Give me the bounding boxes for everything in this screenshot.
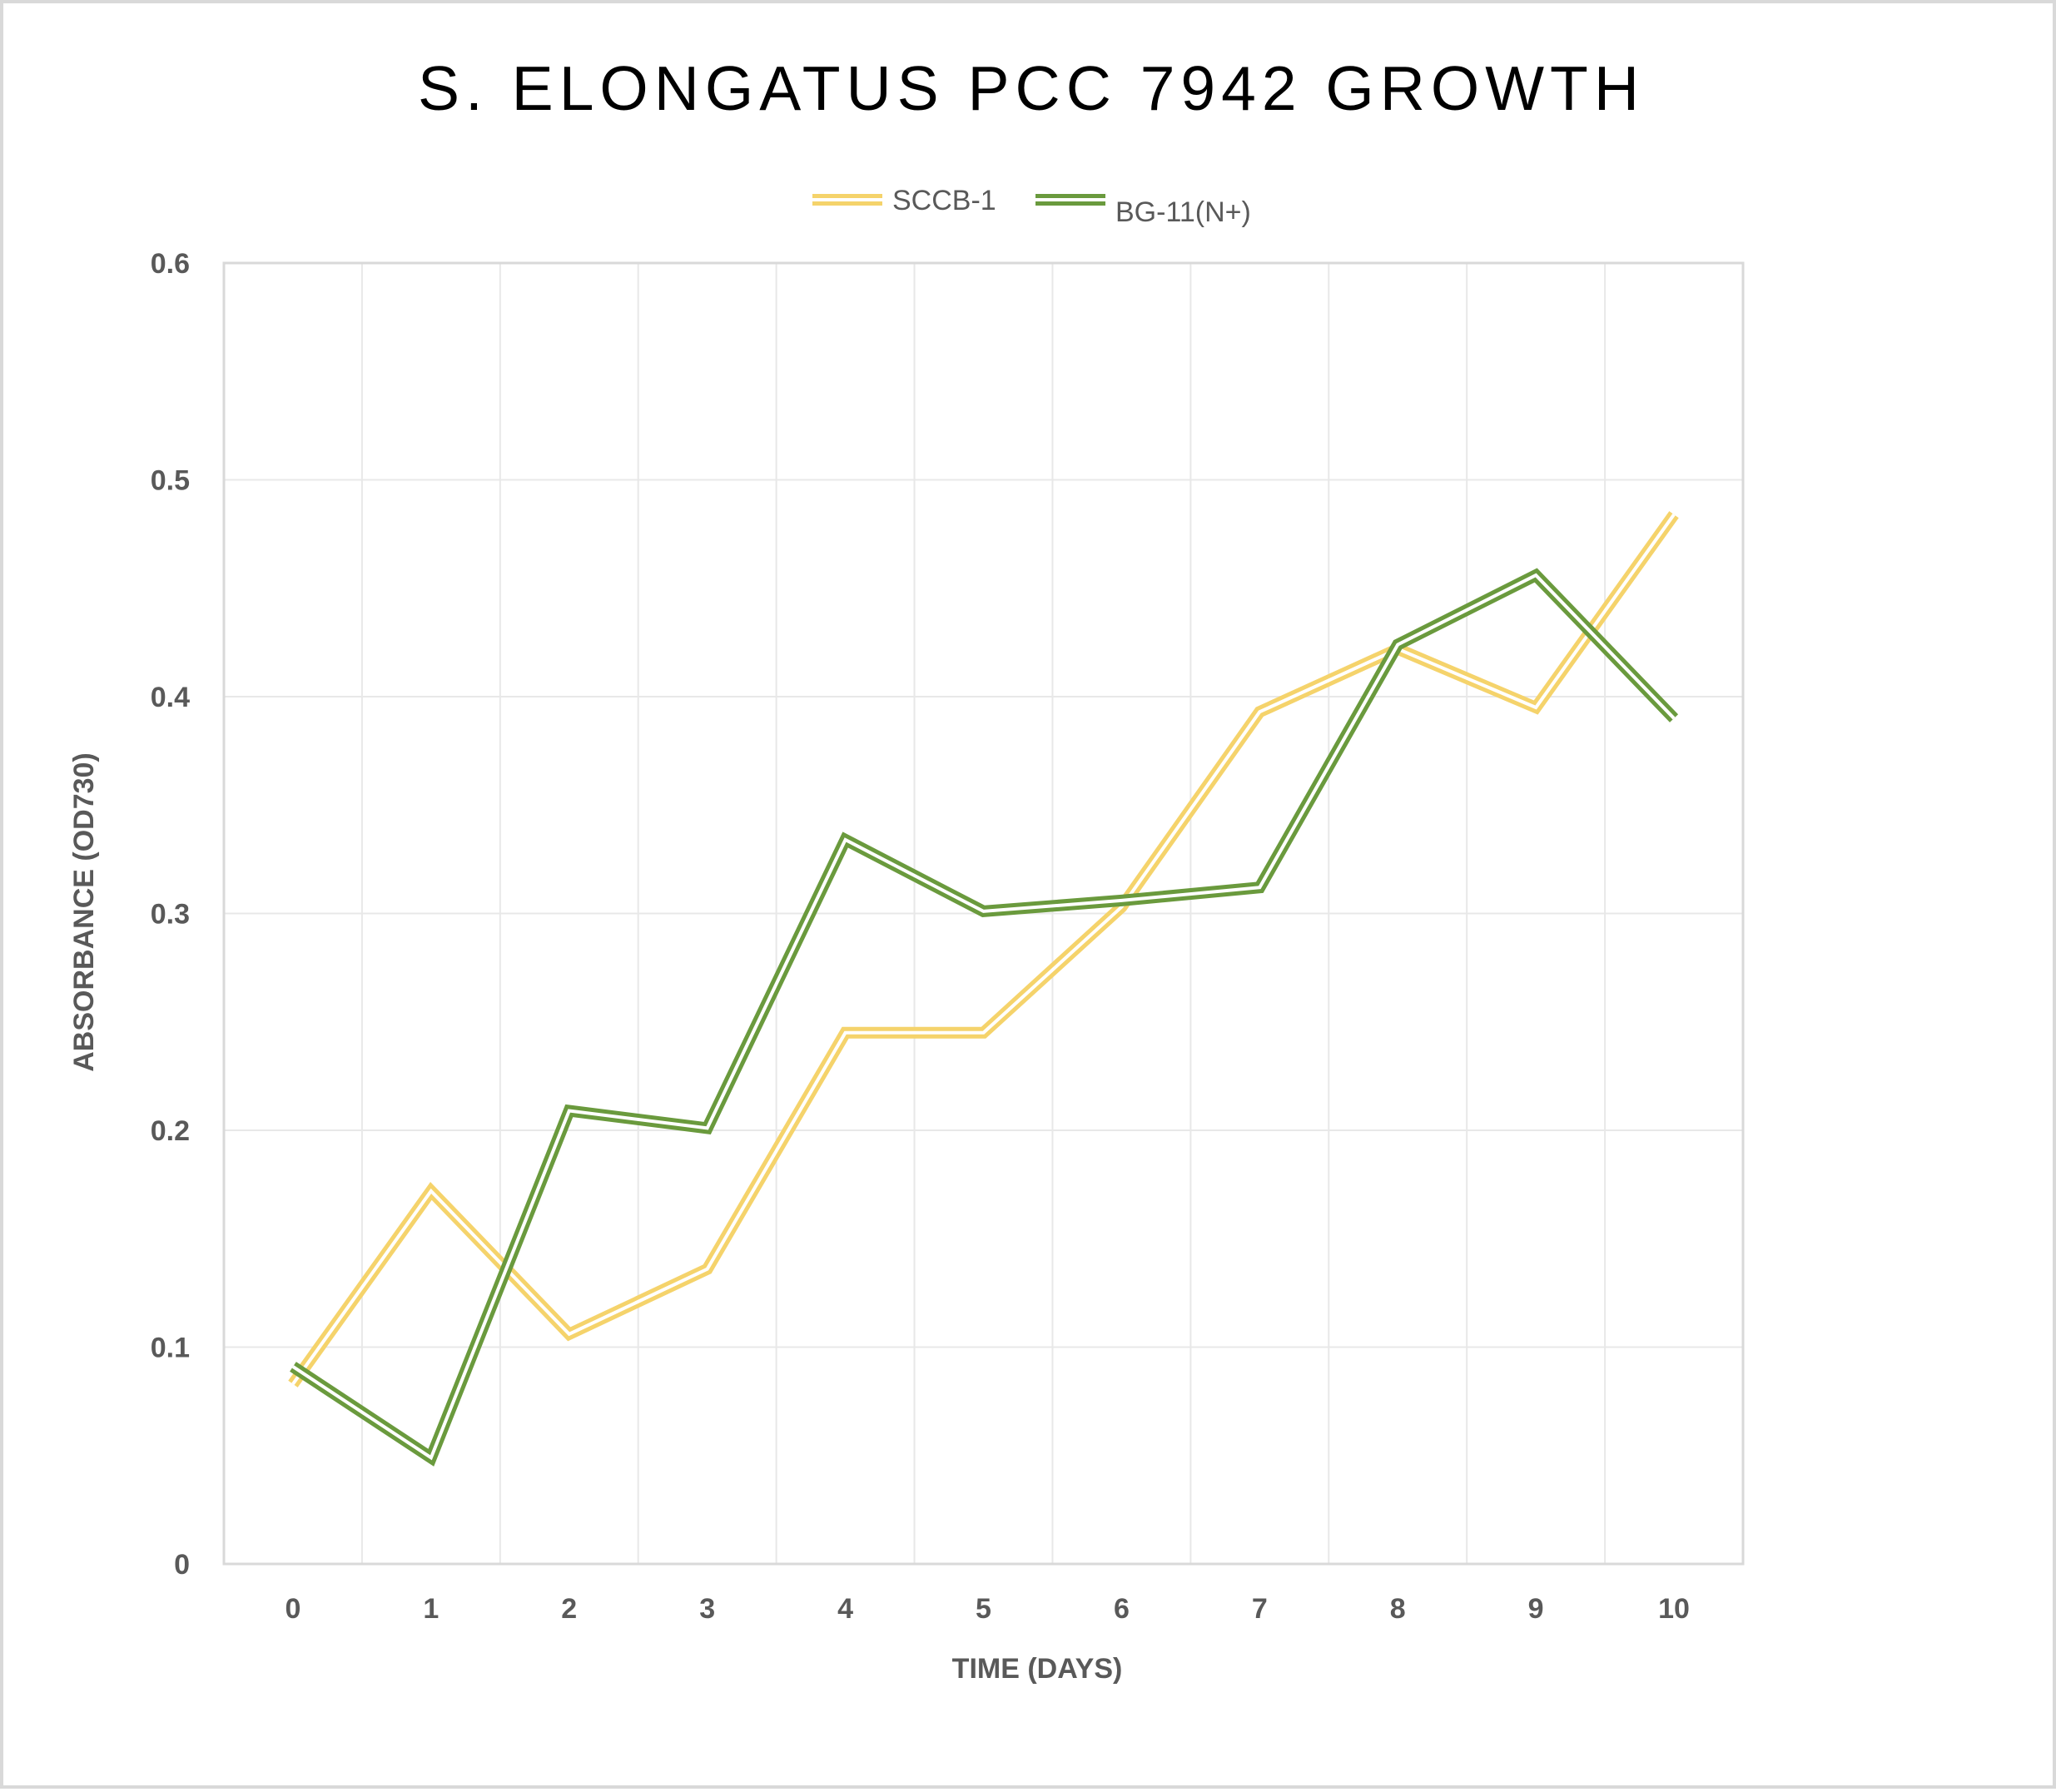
legend-item: BG-11(N+): [1035, 194, 1251, 228]
x-tick-label: 2: [561, 1593, 577, 1625]
chart-legend: SCCB-1 BG-11(N+): [812, 185, 1251, 228]
x-tick-label: 6: [1114, 1593, 1130, 1625]
chart-title: S. ELONGATUS PCC 7942 GROWTH: [418, 53, 1645, 123]
series-line-inner: [291, 573, 1676, 1461]
line-chart: S. ELONGATUS PCC 7942 GROWTH SCCB-1 BG-11…: [68, 53, 1745, 1685]
legend-label: SCCB-1: [892, 185, 996, 216]
y-tick-label: 0.6: [151, 248, 190, 280]
x-tick-label: 1: [423, 1593, 439, 1625]
legend-item: SCCB-1: [812, 185, 996, 216]
x-tick-label: 8: [1390, 1593, 1406, 1625]
x-axis-ticks: 0 1 2 3 4 5 6 7 8 9 10: [285, 1593, 1689, 1625]
legend-label: BG-11(N+): [1115, 196, 1251, 228]
x-tick-label: 4: [837, 1593, 853, 1625]
x-tick-label: 3: [699, 1593, 715, 1625]
x-tick-label: 0: [285, 1593, 300, 1625]
y-tick-label: 0.1: [151, 1333, 190, 1364]
x-axis-title: TIME (DAYS): [952, 1653, 1123, 1685]
y-tick-label: 0.3: [151, 899, 190, 931]
x-tick-label: 9: [1528, 1593, 1544, 1625]
y-tick-label: 0: [174, 1549, 190, 1581]
x-tick-label: 7: [1252, 1593, 1268, 1625]
plot-area-border: [222, 261, 1745, 1566]
series-1: [288, 511, 1679, 1387]
y-tick-label: 0.4: [151, 682, 190, 713]
y-tick-label: 0.5: [151, 465, 190, 497]
y-tick-label: 0.2: [151, 1115, 190, 1147]
series-line-inner: [291, 514, 1676, 1385]
y-axis-ticks: 0 0.1 0.2 0.3 0.4 0.5 0.6: [151, 248, 190, 1581]
x-tick-label: 10: [1658, 1593, 1690, 1625]
x-tick-label: 5: [976, 1593, 991, 1625]
series-2: [290, 568, 1679, 1467]
plot-area-outline: [222, 261, 1745, 1566]
series-layer: [288, 511, 1679, 1467]
y-axis-title: ABSORBANCE (OD730): [68, 752, 100, 1072]
